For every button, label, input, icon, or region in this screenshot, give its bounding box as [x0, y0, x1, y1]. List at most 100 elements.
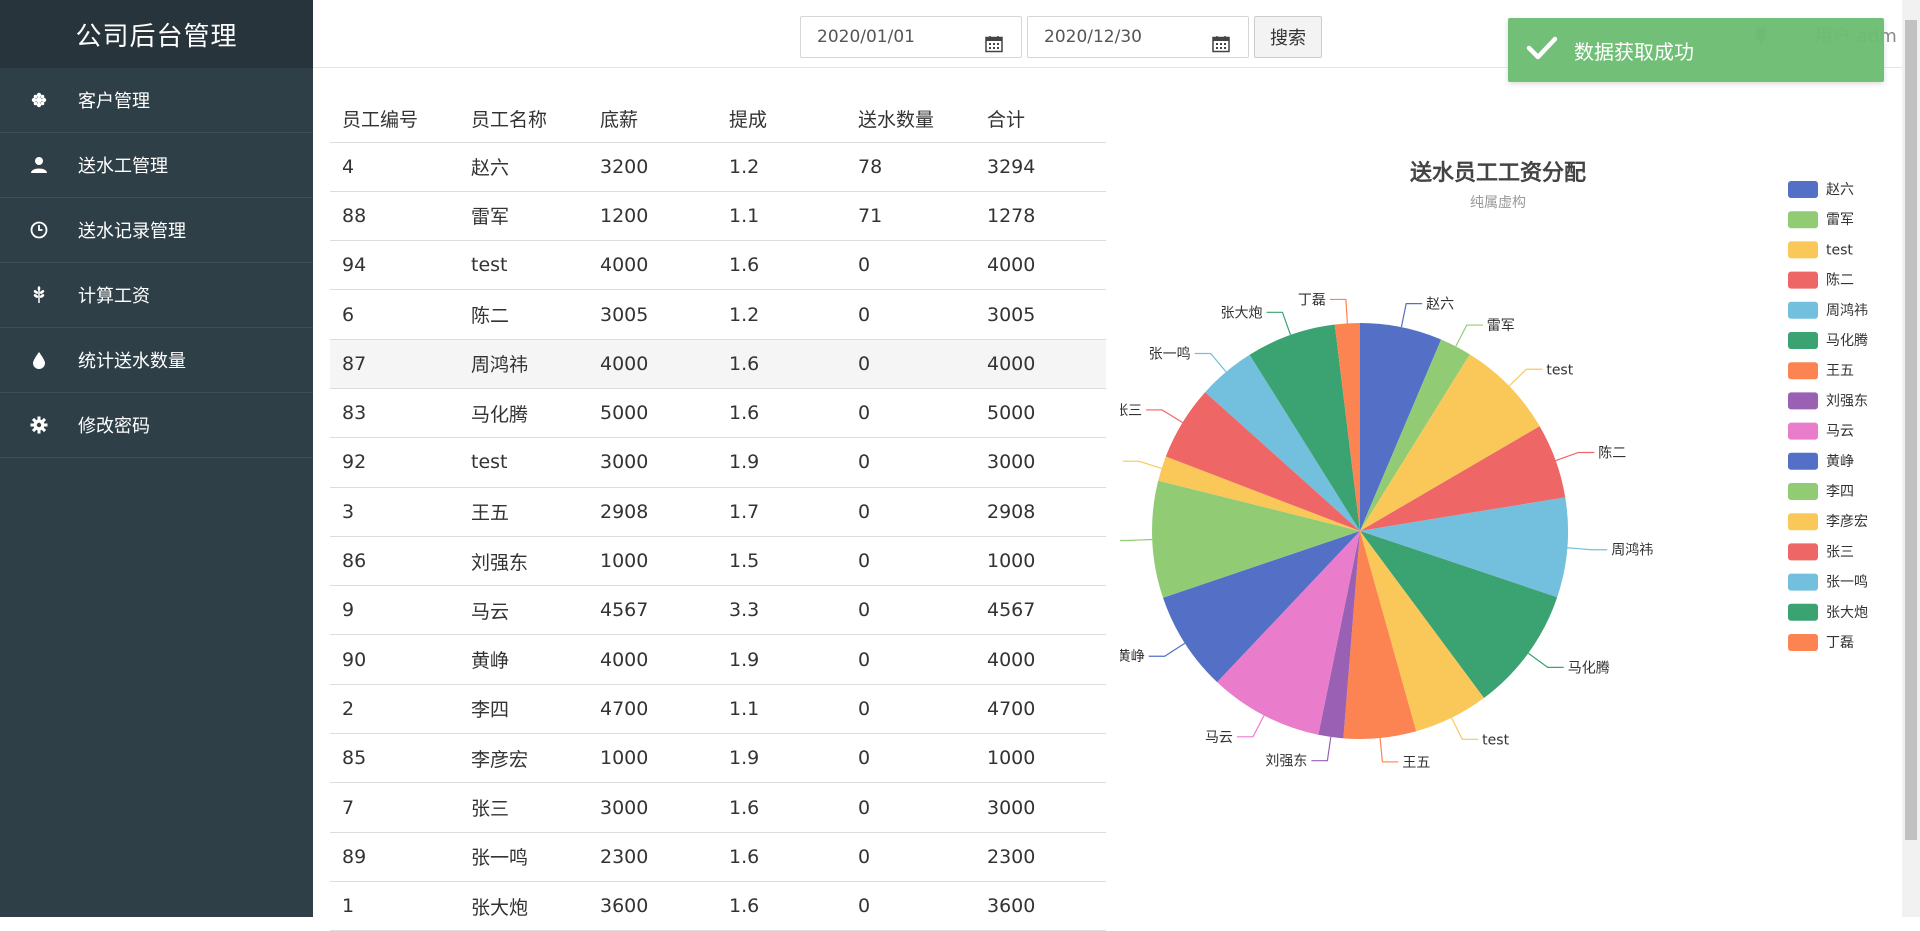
- table-row[interactable]: 2 李四 4700 1.1 0 4700: [330, 684, 1106, 735]
- pie-label: 雷军: [1487, 318, 1515, 334]
- column-header: 员工名称: [459, 92, 588, 143]
- table-header-row: 员工编号 员工名称 底薪 提成 送水数量 合计: [330, 92, 1106, 143]
- start-date-input[interactable]: 2020/01/01: [800, 16, 1022, 58]
- legend-item[interactable]: 刘强东: [1788, 392, 1868, 410]
- legend-item[interactable]: 王五: [1788, 362, 1854, 380]
- table-row[interactable]: 88 雷军 1200 1.1 71 1278: [330, 191, 1106, 242]
- pie-slice[interactable]: [1360, 323, 1442, 531]
- table-cell: 0: [846, 339, 975, 389]
- pie-slice[interactable]: [1360, 531, 1484, 732]
- calendar-icon[interactable]: [985, 28, 1003, 68]
- legend-item[interactable]: 张三: [1788, 543, 1854, 561]
- table-cell: 张三: [459, 782, 588, 833]
- search-button[interactable]: 搜索: [1254, 16, 1322, 58]
- table-cell: 黄峥: [459, 634, 588, 685]
- calendar-icon[interactable]: [1212, 28, 1230, 68]
- table-row[interactable]: 3 王五 2908 1.7 0 2908: [330, 487, 1106, 537]
- table-row[interactable]: 83 马化腾 5000 1.6 0 5000: [330, 388, 1106, 439]
- table-row[interactable]: 94 test 4000 1.6 0 4000: [330, 240, 1106, 291]
- table-cell: 71: [846, 191, 975, 242]
- legend-item[interactable]: 赵六: [1788, 181, 1854, 198]
- vertical-scrollbar[interactable]: [1902, 0, 1920, 917]
- pie-slice[interactable]: [1205, 354, 1360, 531]
- table-row[interactable]: 7 张三 3000 1.6 0 3000: [330, 782, 1106, 833]
- legend-item[interactable]: 黄峥: [1788, 452, 1854, 470]
- legend-item[interactable]: 周鸿祎: [1788, 301, 1868, 319]
- pie-slice[interactable]: [1165, 392, 1360, 531]
- table-row[interactable]: 85 李彦宏 1000 1.9 0 1000: [330, 733, 1106, 784]
- legend-label: 张一鸣: [1826, 574, 1868, 591]
- legend-item[interactable]: 马化腾: [1788, 332, 1868, 349]
- pie-label-line: [1236, 715, 1265, 738]
- table-cell: 1.2: [717, 289, 846, 340]
- pie-slice[interactable]: [1158, 456, 1360, 531]
- pie-slice[interactable]: [1360, 531, 1558, 699]
- table-row[interactable]: 90 黄峥 4000 1.9 0 4000: [330, 634, 1106, 685]
- sidebar-item-customers[interactable]: 客户管理: [0, 68, 313, 133]
- pie-slice[interactable]: [1152, 480, 1360, 598]
- table-cell: 0: [846, 437, 975, 488]
- legend-item[interactable]: 陈二: [1788, 271, 1854, 289]
- table-row[interactable]: 89 张一鸣 2300 1.6 0 2300: [330, 832, 1106, 882]
- table-row[interactable]: 1 张大炮 3600 1.6 0 3600: [330, 881, 1106, 931]
- table-cell: 3000: [588, 782, 717, 833]
- sidebar: 公司后台管理 客户管理 送水工管理 送水记录管理 计算工资: [0, 0, 313, 917]
- pie-label-line: [1400, 303, 1423, 328]
- table-row[interactable]: 87 周鸿祎 4000 1.6 0 4000: [330, 339, 1106, 389]
- legend-item[interactable]: 李四: [1788, 483, 1854, 500]
- pie-label: test: [1482, 732, 1509, 748]
- clock-icon: [0, 221, 78, 239]
- table-cell: 1000: [975, 733, 1106, 784]
- pie-slice[interactable]: [1334, 323, 1360, 531]
- pie-slice[interactable]: [1360, 354, 1540, 531]
- legend-item[interactable]: 丁磊: [1788, 634, 1854, 651]
- legend-item[interactable]: test: [1788, 241, 1853, 259]
- table-row[interactable]: 86 刘强东 1000 1.5 0 1000: [330, 536, 1106, 587]
- pie-label-line: [1508, 368, 1543, 387]
- pie-slice[interactable]: [1360, 426, 1566, 531]
- legend-item[interactable]: 张大炮: [1788, 603, 1868, 621]
- pie-slice[interactable]: [1360, 497, 1568, 598]
- sidebar-item-water-workers[interactable]: 送水工管理: [0, 133, 313, 198]
- table-cell: 1: [330, 881, 459, 931]
- sidebar-item-password[interactable]: 修改密码: [0, 393, 313, 458]
- grain-icon: [0, 286, 78, 304]
- table-cell: 0: [846, 536, 975, 587]
- legend-label: 李彦宏: [1826, 514, 1868, 530]
- pie-slice[interactable]: [1163, 531, 1360, 683]
- table-cell: 4000: [588, 634, 717, 685]
- legend-item[interactable]: 马云: [1788, 422, 1854, 440]
- pie-slice[interactable]: [1217, 531, 1360, 735]
- table-cell: 1.6: [717, 339, 846, 389]
- legend-item[interactable]: 雷军: [1788, 211, 1854, 229]
- table-cell: 1.1: [717, 684, 846, 735]
- legend-label: test: [1826, 242, 1853, 258]
- table-row[interactable]: 4 赵六 3200 1.2 78 3294: [330, 142, 1106, 192]
- table-cell: 4700: [588, 684, 717, 735]
- table-cell: 5000: [588, 388, 717, 439]
- pie-label-line: [1146, 409, 1183, 423]
- table-row[interactable]: 9 马云 4567 3.3 0 4567: [330, 585, 1106, 636]
- table-body: 4 赵六 3200 1.2 78 3294 88 雷军 1200 1.1 71 1278 94 test 4…: [330, 142, 1106, 931]
- end-date-input[interactable]: 2020/12/30: [1027, 16, 1249, 58]
- pie-slice[interactable]: [1318, 531, 1360, 739]
- sidebar-item-stats[interactable]: 统计送水数量: [0, 328, 313, 393]
- pie-slice[interactable]: [1249, 324, 1360, 531]
- pie-label-line: [1266, 311, 1292, 336]
- pie-label: 张大炮: [1220, 305, 1262, 321]
- table-cell: 7: [330, 782, 459, 833]
- table-row[interactable]: 6 陈二 3005 1.2 0 3005: [330, 289, 1106, 340]
- table-cell: 3600: [588, 881, 717, 931]
- pie-slice[interactable]: [1360, 339, 1470, 531]
- pie-label: 张一鸣: [1149, 345, 1191, 362]
- sidebar-item-salary[interactable]: 计算工资: [0, 263, 313, 328]
- table-cell: 1.9: [717, 634, 846, 685]
- table-row[interactable]: 92 test 3000 1.9 0 3000: [330, 437, 1106, 488]
- table-cell: 90: [330, 634, 459, 685]
- table-cell: 4000: [588, 339, 717, 389]
- legend-item[interactable]: 李彦宏: [1788, 513, 1868, 531]
- sidebar-item-delivery-records[interactable]: 送水记录管理: [0, 198, 313, 263]
- scrollbar-thumb[interactable]: [1905, 20, 1917, 840]
- pie-slice[interactable]: [1343, 531, 1417, 739]
- legend-item[interactable]: 张一鸣: [1788, 573, 1868, 591]
